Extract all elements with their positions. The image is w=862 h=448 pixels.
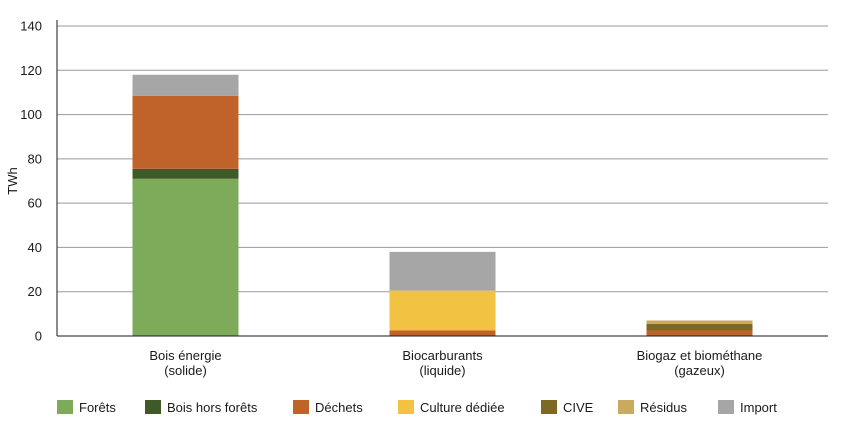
- legend-label: Bois hors forêts: [167, 400, 258, 415]
- bar-segment-bois-hors-for-ts: [132, 168, 239, 179]
- bar-segment-d-chets: [646, 330, 753, 336]
- x-category-label: (liquide): [419, 363, 465, 378]
- y-tick-label: 100: [20, 107, 42, 122]
- bar-segment-culture-d-di-e: [389, 290, 496, 331]
- bar-segment-for-ts: [132, 178, 239, 336]
- x-category-label: Bois énergie: [149, 348, 221, 363]
- legend-swatch: [293, 400, 309, 414]
- x-category-label: Biogaz et biométhane: [637, 348, 763, 363]
- legend-swatch: [145, 400, 161, 414]
- legend-label: Forêts: [79, 400, 116, 415]
- bar-segment-import: [132, 74, 239, 96]
- legend-label: CIVE: [563, 400, 594, 415]
- y-tick-label: 120: [20, 63, 42, 78]
- legend-swatch: [57, 400, 73, 414]
- x-category-label: Biocarburants: [402, 348, 483, 363]
- legend-swatch: [718, 400, 734, 414]
- bar-segment-r-sidus: [646, 320, 753, 324]
- y-tick-label: 60: [28, 196, 42, 211]
- y-tick-label: 20: [28, 284, 42, 299]
- legend-label: Déchets: [315, 400, 363, 415]
- legend-label: Résidus: [640, 400, 687, 415]
- y-tick-label: 0: [35, 329, 42, 344]
- x-category-label: (gazeux): [674, 363, 725, 378]
- legend-swatch: [541, 400, 557, 414]
- legend-swatch: [398, 400, 414, 414]
- x-category-label: (solide): [164, 363, 207, 378]
- legend-label: Culture dédiée: [420, 400, 505, 415]
- y-tick-label: 140: [20, 19, 42, 34]
- bar-segment-d-chets: [389, 330, 496, 336]
- bar-segment-import: [389, 251, 496, 291]
- legend-label: Import: [740, 400, 777, 415]
- y-tick-label: 80: [28, 151, 42, 166]
- bar-segment-cive: [646, 323, 753, 331]
- y-tick-label: 40: [28, 240, 42, 255]
- bar-segment-d-chets: [132, 95, 239, 169]
- y-axis-title: TWh: [5, 167, 20, 194]
- legend-swatch: [618, 400, 634, 414]
